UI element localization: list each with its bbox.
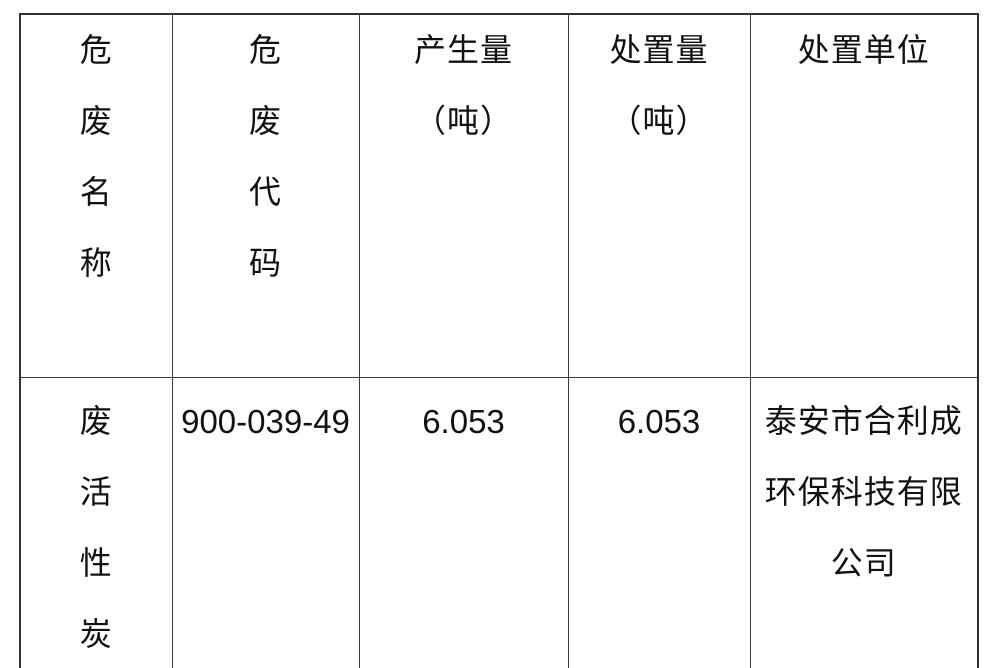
- table-row: 废 活 性 炭 900-039-49 6.053 6.053 泰安市合利成 环保…: [19, 376, 979, 668]
- header-cell-waste-code: 危 废 代 码: [171, 13, 360, 378]
- cell-line: 公司: [830, 544, 897, 581]
- header-cell-produced-amount: 产生量 （吨）: [358, 13, 569, 378]
- cell-line: 废: [79, 402, 113, 439]
- header-line: 废: [79, 103, 113, 139]
- header-line: 处置量: [609, 32, 709, 68]
- waste-code-value: 900-039-49: [181, 402, 350, 440]
- disposed-amount-value: 6.053: [617, 402, 701, 440]
- header-line: 危: [248, 32, 282, 68]
- header-line: 称: [79, 245, 113, 281]
- cell-disposed-amount: 6.053: [567, 376, 751, 668]
- cell-line: 泰安市合利成: [764, 402, 963, 439]
- cell-line: 炭: [79, 615, 113, 652]
- header-line: 处置单位: [797, 32, 930, 68]
- header-line: 码: [248, 245, 282, 281]
- cell-waste-code: 900-039-49: [171, 376, 360, 668]
- cell-waste-name: 废 活 性 炭: [19, 376, 173, 668]
- cell-disposal-unit: 泰安市合利成 环保科技有限 公司: [749, 376, 979, 668]
- header-cell-disposal-unit: 处置单位: [749, 13, 979, 378]
- header-line: （吨）: [413, 103, 513, 139]
- header-cell-waste-name: 危 废 名 称: [19, 13, 173, 378]
- header-line: 代: [248, 174, 282, 210]
- hazardous-waste-table: 危 废 名 称 危 废 代 码 产生量 （吨） 处置量 （吨） 处置单位: [19, 13, 979, 668]
- cell-line: 活: [79, 473, 113, 510]
- produced-amount-value: 6.053: [422, 402, 505, 440]
- cell-produced-amount: 6.053: [358, 376, 569, 668]
- header-line: （吨）: [609, 103, 709, 139]
- header-line: 废: [248, 103, 282, 139]
- table-header-row: 危 废 名 称 危 废 代 码 产生量 （吨） 处置量 （吨） 处置单位: [19, 13, 979, 378]
- header-cell-disposed-amount: 处置量 （吨）: [567, 13, 751, 378]
- header-line: 危: [79, 32, 113, 68]
- header-line: 产生量: [413, 32, 513, 68]
- header-line: 名: [79, 174, 113, 210]
- cell-line: 环保科技有限: [764, 473, 963, 510]
- cell-line: 性: [79, 544, 113, 581]
